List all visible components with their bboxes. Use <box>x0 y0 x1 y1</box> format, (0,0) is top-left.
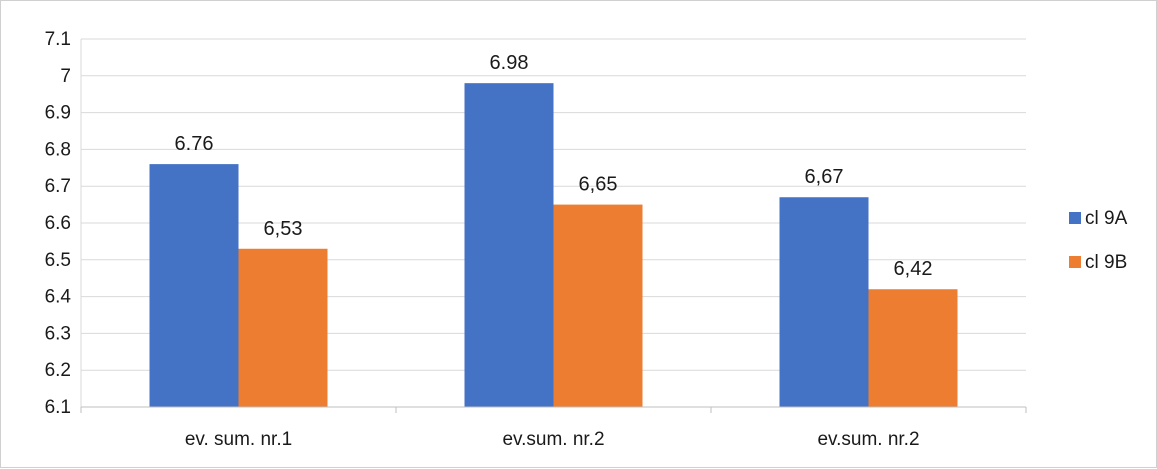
y-axis: 6.1 6.2 6.3 6.4 6.5 6.6 6.7 6.8 6.9 7 7.1 <box>45 29 82 418</box>
y-tick-label: 6.6 <box>45 213 71 234</box>
data-label: 6,53 <box>264 218 303 240</box>
y-tick-label: 6.3 <box>45 323 71 344</box>
legend-label: cl 9A <box>1085 208 1128 229</box>
bars: 6.76 6,53 6.98 6,65 6,67 6,42 <box>149 52 958 407</box>
data-label: 6,42 <box>894 258 933 280</box>
legend-label: cl 9B <box>1085 252 1127 273</box>
bar <box>238 248 328 407</box>
legend: cl 9A cl 9B <box>1069 208 1128 273</box>
y-tick-label: 7.1 <box>45 29 71 50</box>
bar <box>779 197 869 407</box>
x-axis: ev. sum. nr.1 ev.sum. nr.2 ev.sum. nr.2 <box>80 406 1027 450</box>
legend-swatch <box>1069 256 1081 268</box>
y-tick-label: 7 <box>60 66 71 87</box>
y-tick-label: 6.2 <box>45 360 71 381</box>
data-label: 6.98 <box>490 52 529 74</box>
y-tick-label: 6.4 <box>45 287 72 308</box>
category-label: ev.sum. nr.2 <box>817 429 919 450</box>
legend-swatch <box>1069 212 1081 224</box>
y-tick-label: 6.7 <box>45 176 71 197</box>
category-label: ev. sum. nr.1 <box>185 429 292 450</box>
data-label: 6,65 <box>579 174 618 196</box>
bar <box>868 289 958 407</box>
bar <box>464 83 554 407</box>
y-tick-label: 6.9 <box>45 103 71 124</box>
y-tick-label: 6.8 <box>45 139 71 160</box>
bar <box>149 164 239 407</box>
data-label: 6.76 <box>175 133 214 155</box>
category-label: ev.sum. nr.2 <box>502 429 604 450</box>
y-tick-label: 6.1 <box>45 397 71 418</box>
bar <box>553 204 643 407</box>
y-tick-label: 6.5 <box>45 250 71 271</box>
data-label: 6,67 <box>805 166 844 188</box>
